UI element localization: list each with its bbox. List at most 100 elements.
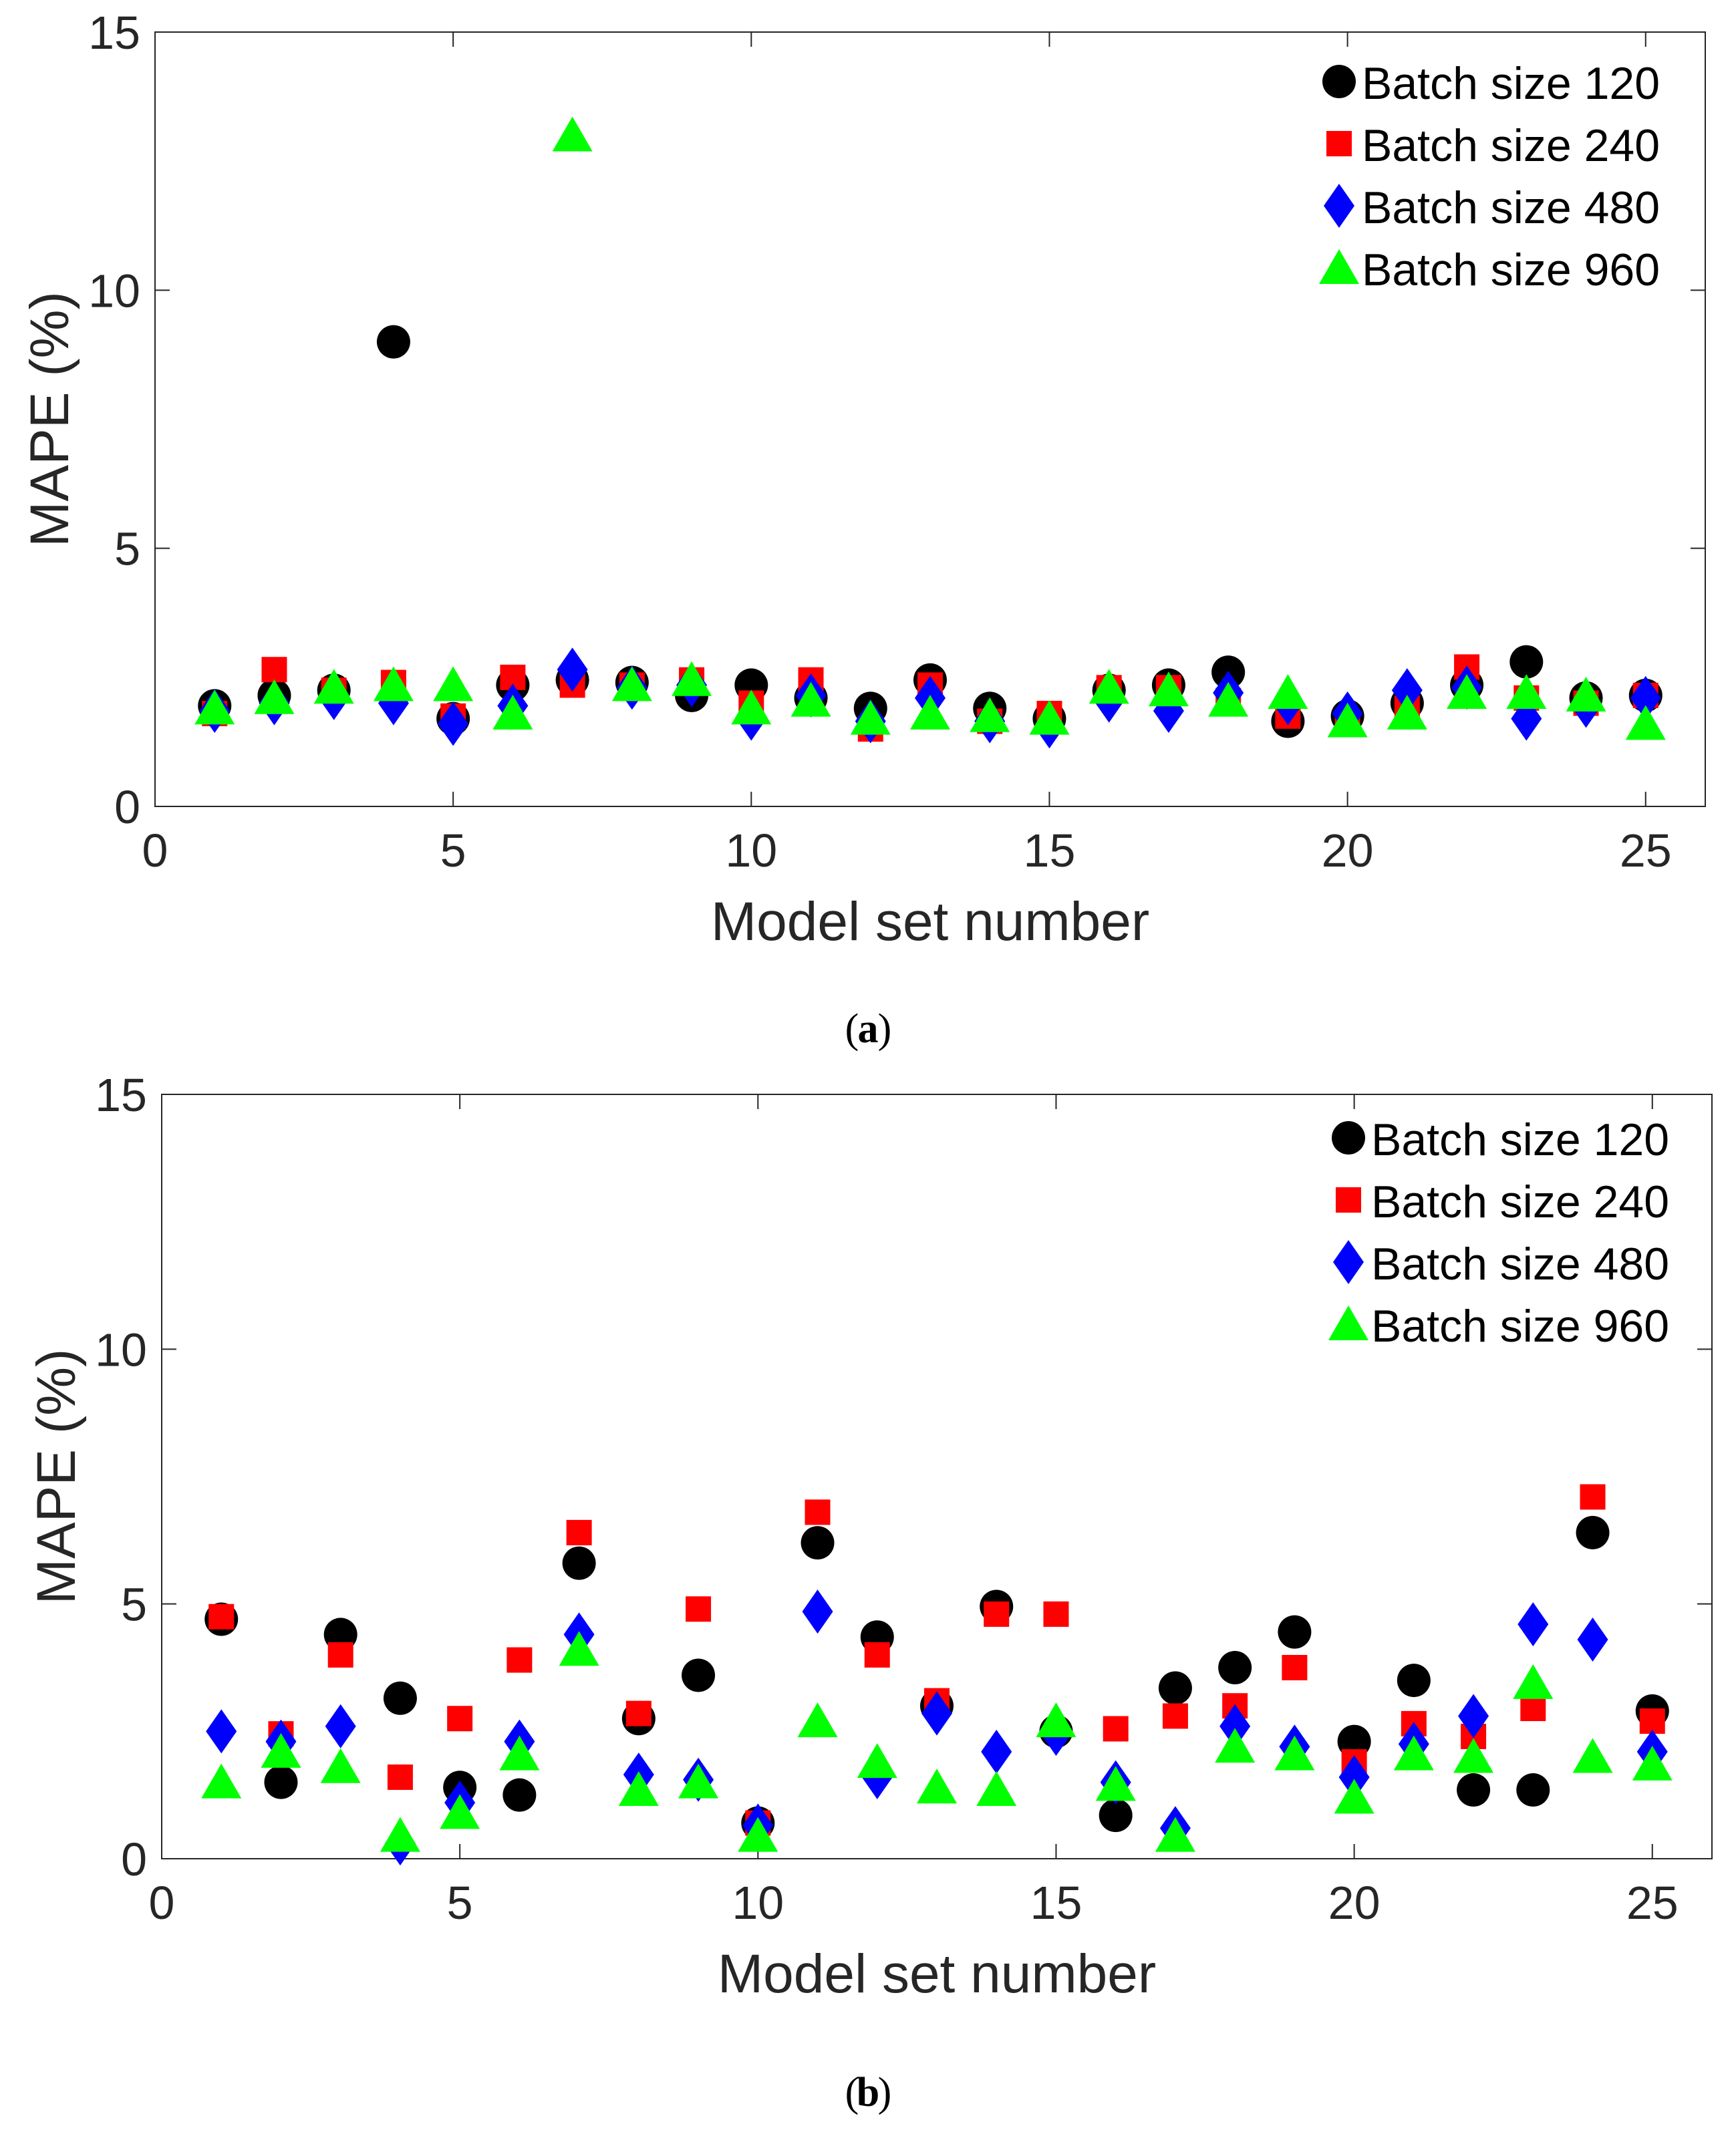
- data-point: [261, 1732, 301, 1768]
- data-point: [1089, 669, 1129, 704]
- data-point: [1274, 1735, 1315, 1771]
- caption-a-close: ): [878, 1006, 892, 1052]
- y-tick-label: 10: [88, 265, 140, 317]
- data-point: [1509, 645, 1544, 679]
- data-point: [1338, 1754, 1370, 1799]
- data-point: [1580, 1484, 1606, 1510]
- data-point: [1219, 1704, 1251, 1748]
- data-point: [387, 1764, 413, 1790]
- y-axis-title: MAPE (%): [26, 1349, 87, 1605]
- y-tick-label: 5: [121, 1579, 147, 1631]
- data-point: [921, 1691, 952, 1736]
- data-point: [802, 1589, 833, 1634]
- data-point: [738, 1817, 778, 1852]
- plot-area-frame: [161, 1094, 1713, 1859]
- data-point: [557, 647, 588, 692]
- caption-b-open: (: [845, 2070, 859, 2115]
- legend-label: Batch size 480: [1362, 182, 1660, 233]
- data-point: [1391, 668, 1423, 713]
- data-point: [492, 694, 533, 730]
- data-point: [1103, 1716, 1129, 1742]
- data-point: [313, 669, 354, 704]
- x-tick-label: 0: [149, 1877, 175, 1929]
- data-point: [320, 1748, 361, 1783]
- data-point: [380, 1817, 420, 1852]
- data-point: [984, 1601, 1010, 1627]
- x-tick-label: 20: [1328, 1877, 1381, 1929]
- data-point: [1458, 1694, 1489, 1738]
- data-point: [850, 700, 891, 735]
- data-point: [1155, 1817, 1195, 1852]
- legend-marker: [1326, 131, 1352, 156]
- data-point: [1327, 702, 1368, 738]
- data-point: [208, 1603, 235, 1630]
- data-point: [1095, 1766, 1136, 1801]
- data-point: [1453, 1738, 1494, 1773]
- data-point: [1334, 1779, 1375, 1814]
- data-point: [1632, 1745, 1673, 1781]
- caption-b-label: b: [857, 2070, 879, 2115]
- data-point: [678, 1763, 719, 1799]
- data-point: [790, 681, 831, 717]
- data-point: [731, 690, 772, 725]
- x-axis-title: Model set number: [718, 1944, 1156, 2004]
- data-point: [1566, 676, 1606, 712]
- series-batch-size-960: [201, 1631, 1673, 1852]
- data-point: [864, 1642, 890, 1668]
- data-point: [1268, 674, 1308, 710]
- data-point: [1517, 1602, 1549, 1647]
- legend-label: Batch size 240: [1371, 1177, 1669, 1227]
- x-tick-label: 10: [725, 824, 777, 877]
- caption-a: ( a ): [845, 1006, 892, 1052]
- data-point: [1278, 1615, 1312, 1649]
- legend-marker: [1319, 249, 1359, 284]
- data-point: [1043, 1601, 1069, 1627]
- y-tick-label: 0: [114, 781, 140, 833]
- panel-b: 0 5 10 15 20 25 0 5 10 15 Model set number MAPE (%)…: [26, 1069, 1713, 2004]
- data-point: [1457, 1773, 1491, 1807]
- data-point: [264, 1765, 298, 1799]
- legend-label: Batch size 480: [1371, 1239, 1669, 1289]
- data-point: [1397, 1664, 1431, 1698]
- y-tick-label: 15: [88, 7, 140, 59]
- data-point: [970, 697, 1010, 732]
- legend-marker: [1324, 184, 1354, 228]
- data-point: [559, 1631, 599, 1666]
- data-point: [562, 1546, 596, 1580]
- caption-b: ( b ): [845, 2070, 892, 2115]
- data-point: [981, 1729, 1012, 1774]
- data-point: [611, 666, 652, 702]
- legend-label: Batch size 120: [1371, 1114, 1669, 1165]
- data-point: [1387, 694, 1427, 730]
- data-point: [1393, 1735, 1434, 1771]
- data-point: [910, 694, 950, 730]
- data-point: [507, 1647, 533, 1673]
- caption-a-label: a: [858, 1006, 879, 1052]
- data-point: [1099, 1799, 1133, 1833]
- data-point: [447, 1706, 473, 1732]
- y-tick-label: 15: [95, 1069, 147, 1121]
- data-point: [1036, 1702, 1076, 1738]
- y-axis-title: MAPE (%): [19, 291, 80, 547]
- legend-marker: [1333, 1240, 1364, 1284]
- data-point: [433, 666, 474, 702]
- data-point: [1516, 1773, 1550, 1807]
- data-point: [327, 1642, 353, 1668]
- y-tick-label: 0: [121, 1833, 147, 1885]
- data-point: [976, 1771, 1017, 1807]
- x-tick-label: 25: [1620, 824, 1672, 877]
- data-point: [682, 1658, 716, 1692]
- data-point: [502, 1778, 537, 1812]
- data-point: [1158, 1671, 1192, 1705]
- panel-a: 0 5 10 15 20 25 0 5 10 15 Model set number MAPE (%)…: [19, 7, 1706, 952]
- x-tick-label: 5: [447, 1877, 473, 1929]
- legend-marker: [1322, 65, 1356, 98]
- data-point: [1215, 1728, 1256, 1763]
- data-point: [499, 1735, 540, 1771]
- data-point: [625, 1700, 652, 1726]
- data-point: [1447, 674, 1487, 710]
- data-point: [438, 702, 469, 746]
- data-point: [1506, 674, 1547, 710]
